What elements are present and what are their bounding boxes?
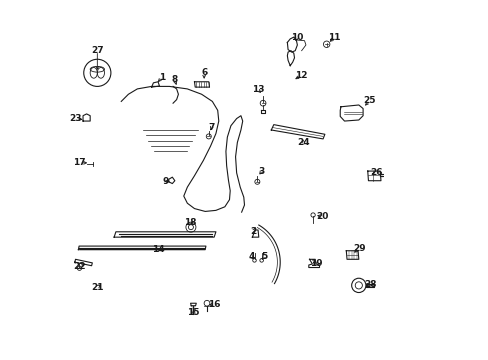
Text: 26: 26: [370, 168, 382, 177]
Text: 4: 4: [248, 252, 254, 261]
Text: 23: 23: [69, 114, 82, 123]
Text: 6: 6: [201, 68, 207, 77]
Text: 13: 13: [251, 85, 264, 94]
Text: 18: 18: [183, 218, 196, 227]
Text: 12: 12: [294, 71, 306, 80]
Text: 20: 20: [316, 212, 328, 221]
Text: 3: 3: [258, 167, 264, 176]
Text: 14: 14: [152, 245, 165, 254]
Text: 1: 1: [159, 73, 165, 82]
Text: 16: 16: [207, 300, 220, 309]
Text: 24: 24: [297, 138, 309, 147]
Text: 22: 22: [73, 262, 85, 271]
Text: 29: 29: [352, 244, 365, 253]
Text: 25: 25: [363, 96, 375, 105]
Text: 15: 15: [187, 309, 200, 318]
Text: 7: 7: [208, 123, 214, 132]
Text: 21: 21: [91, 283, 103, 292]
Text: 5: 5: [261, 252, 267, 261]
Text: 27: 27: [91, 46, 103, 55]
Text: 17: 17: [73, 158, 85, 167]
Text: 28: 28: [363, 280, 376, 289]
Text: 8: 8: [171, 76, 178, 85]
Text: 9: 9: [162, 177, 168, 186]
Text: 19: 19: [309, 260, 322, 269]
Text: 11: 11: [327, 33, 340, 42]
Text: 10: 10: [290, 33, 303, 42]
Text: 2: 2: [250, 227, 256, 236]
